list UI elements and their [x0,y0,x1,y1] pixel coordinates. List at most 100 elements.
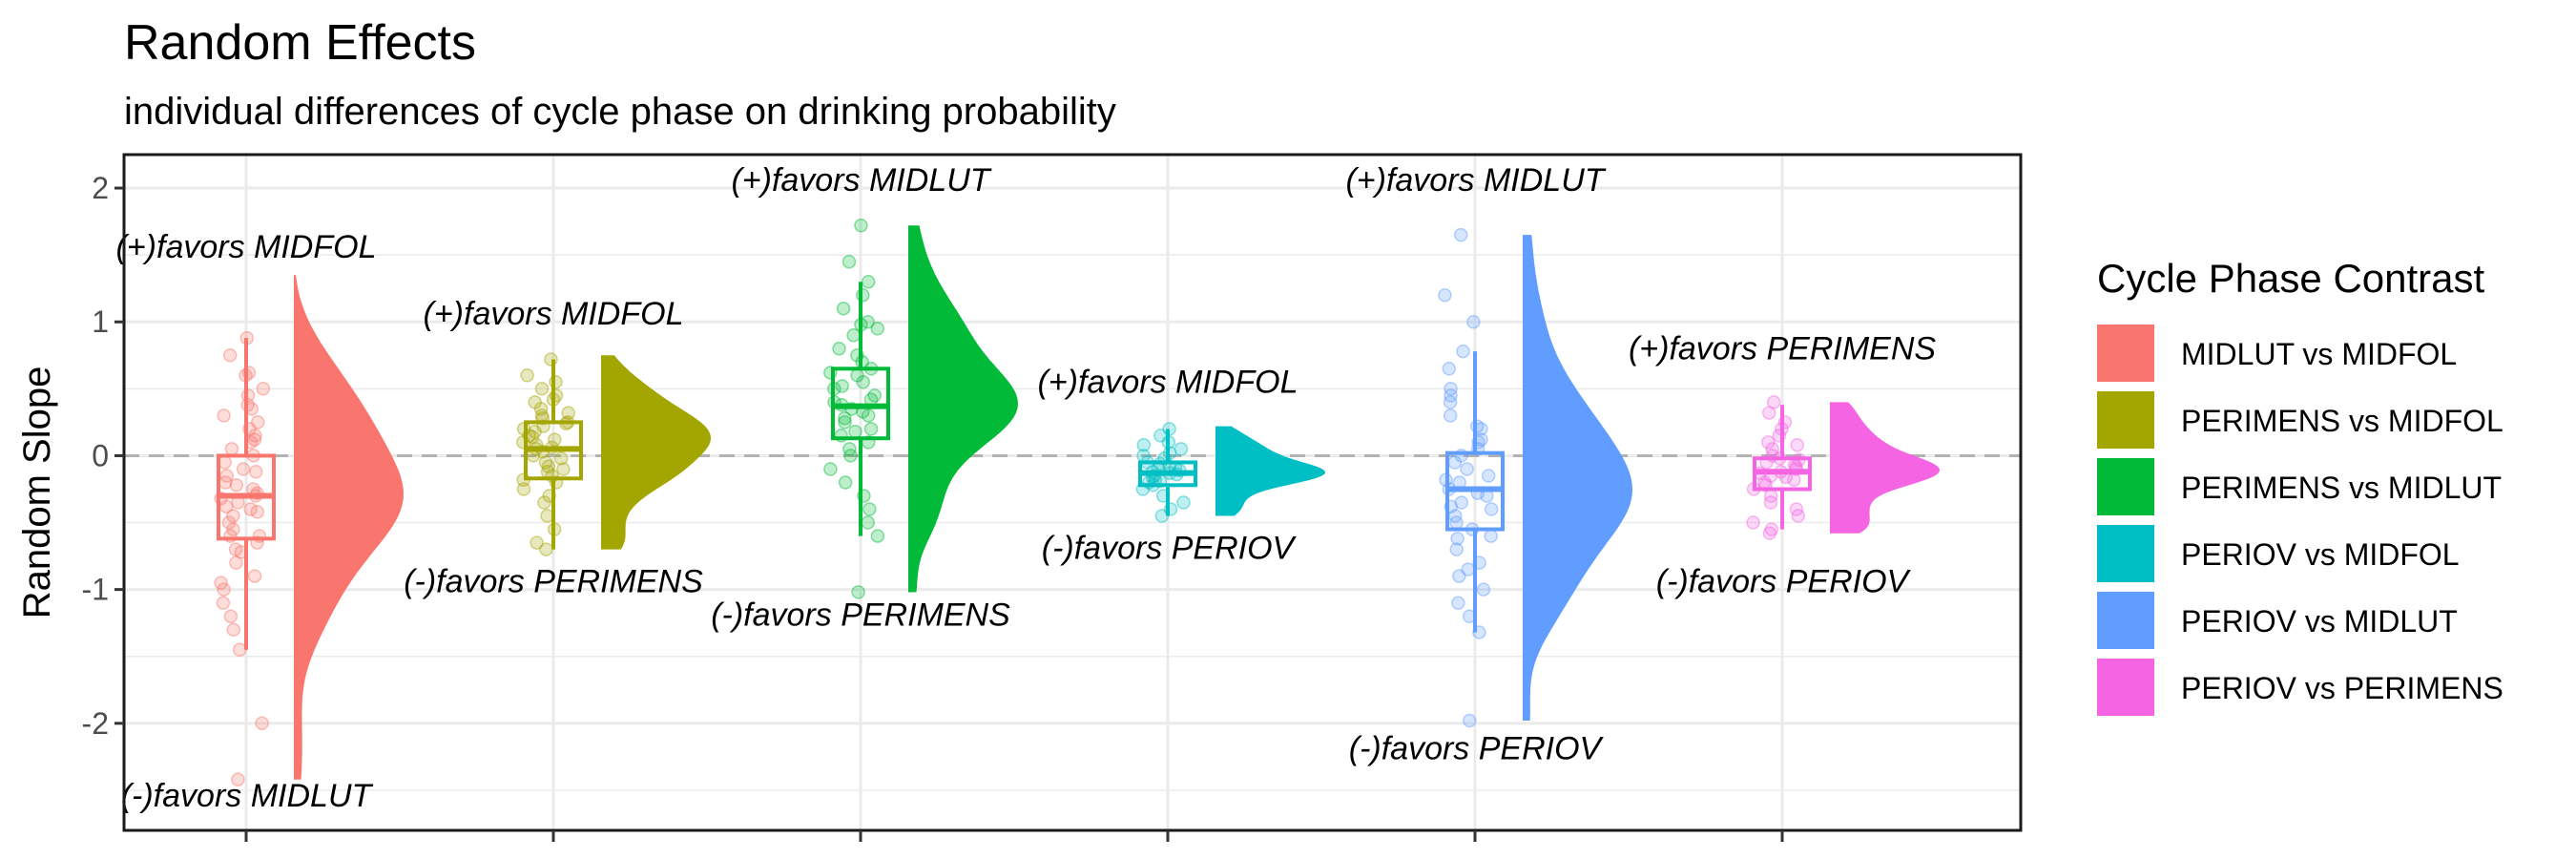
data-point [862,502,877,516]
data-point [561,406,575,420]
data-point [538,455,553,470]
chart-subtitle: individual differences of cycle phase on… [124,91,1116,133]
annotation-negative: (-)favors PERIOV [1656,563,1912,599]
data-point [231,772,245,786]
data-point [1176,495,1191,510]
data-point [870,529,885,543]
data-point [848,424,862,439]
data-point [1450,532,1465,546]
data-point [838,410,852,426]
data-point [1174,442,1189,456]
data-point [539,542,553,556]
data-point [537,495,551,510]
legend-swatch [2097,592,2154,649]
y-tick-label: 2 [92,171,109,205]
data-point [1762,406,1776,420]
legend-label: PERIOV vs MIDLUT [2181,604,2458,639]
annotation-negative: (-)favors MIDLUT [121,778,374,814]
legend-swatch [2097,325,2154,382]
legend-label: PERIMENS vs MIDLUT [2181,471,2502,505]
y-tick-label: 1 [92,304,109,339]
data-point [221,515,237,530]
data-point [846,328,861,343]
data-point [1764,522,1779,536]
data-point [553,450,569,466]
data-point [223,609,239,623]
data-point [217,582,231,597]
annotation-negative: (-)favors PERIOV [1349,731,1605,767]
data-point [249,465,263,479]
data-point [861,274,876,289]
y-tick-label: -2 [82,706,109,741]
data-point [1762,526,1777,541]
data-point [1461,562,1475,576]
data-point [1443,395,1458,409]
data-point [1476,582,1491,597]
data-point [1789,502,1804,516]
data-point [1442,362,1457,376]
data-point [823,462,838,476]
data-point [1763,495,1778,510]
series-5: (+)favors MIDLUT (-)favors PERIOV [1345,162,1632,767]
data-point [861,409,876,423]
data-point [516,482,531,496]
data-point [226,522,240,536]
data-point [863,422,879,436]
chart-title: Random Effects [124,15,476,71]
data-point [1451,596,1465,610]
data-point [1484,502,1499,516]
data-point [843,449,858,463]
y-tick-label: 0 [92,438,109,472]
legend-swatch [2097,391,2154,449]
data-point [1746,515,1760,530]
data-point [541,459,556,473]
grid-lines [124,155,2021,830]
density-cloud [908,225,1018,593]
data-point [1463,713,1477,728]
data-point [835,379,849,393]
data-point [544,352,558,367]
data-point [248,429,262,443]
density-cloud [601,355,711,550]
data-point [1766,395,1781,409]
data-point [856,375,870,389]
data-point [247,569,262,583]
data-point [1481,469,1496,483]
data-point [1484,529,1498,543]
data-point [236,462,251,476]
data-point [1136,437,1152,452]
data-point [534,382,550,396]
annotation-positive: (+)favors MIDLUT [1345,162,1606,199]
data-point [1438,287,1452,303]
data-point [218,455,232,470]
data-point [1469,419,1485,433]
data-point [217,409,231,423]
data-point [250,505,264,519]
data-point [256,382,271,396]
data-point [229,555,243,570]
data-point [533,402,549,416]
data-point [1456,344,1470,359]
data-point [224,442,239,456]
y-tick-label: -1 [82,573,109,607]
annotation-positive: (+)favors MIDLUT [731,162,991,199]
legend-title: Cycle Phase Contrast [2097,256,2485,301]
data-point [1444,382,1458,396]
data-point [222,348,238,363]
density-cloud [1830,402,1940,534]
data-point [216,596,231,610]
data-point [228,542,243,556]
data-point [528,424,542,439]
legend-label: MIDLUT vs MIDFOL [2181,337,2457,371]
series-3: (+)favors MIDLUT (-)favors PERIMENS [711,162,1018,633]
data-point [250,415,265,430]
data-point [856,287,870,303]
series-6: (+)favors PERIMENS (-)favors PERIOV [1629,331,1940,599]
data-point [870,322,885,336]
density-cloud [294,275,404,780]
data-point [520,368,534,383]
density-cloud [1523,235,1632,722]
data-point [838,475,853,490]
series-4: (+)favors MIDFOL (-)favors PERIOV [1038,365,1325,566]
data-point [219,499,234,513]
